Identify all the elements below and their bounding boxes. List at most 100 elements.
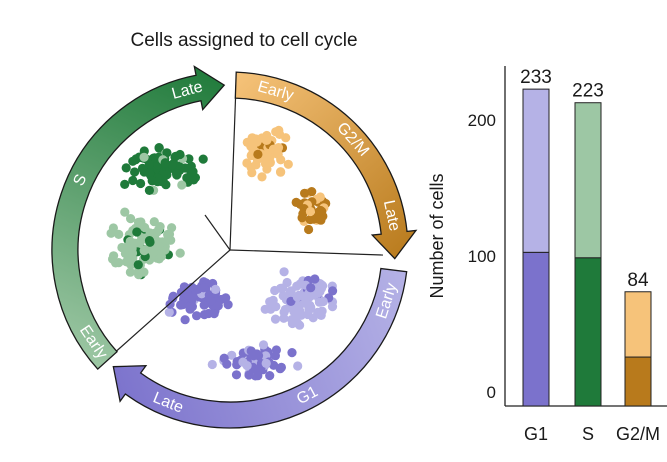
g1-dark-cell-point <box>176 300 186 310</box>
s-light-cell-point <box>133 260 143 270</box>
s-dark-cell-point <box>167 160 177 170</box>
g1-mixed-cell-point <box>242 361 252 371</box>
g1-mixed-cell-point <box>293 361 303 371</box>
y-axis-label: Number of cells <box>427 173 447 298</box>
s-light-cell-point <box>126 214 136 224</box>
s-dark-cell-point <box>188 167 198 177</box>
s-dark-cell-point <box>128 175 138 186</box>
phase-divider-line <box>229 84 237 251</box>
cell-points <box>106 125 338 381</box>
g1-mixed-cell-point <box>276 362 286 372</box>
g2m-light-cell-point <box>253 149 263 159</box>
g2m-light-cell-point <box>247 133 257 143</box>
g2m-light-cell-point <box>268 144 278 154</box>
s-light-cell-point <box>114 229 124 239</box>
g1-mixed-cell-point <box>287 348 297 358</box>
g2m-light-cell-point <box>276 167 286 177</box>
g1-light-cell-point <box>316 310 326 320</box>
g1-mixed-cell-point <box>244 370 254 380</box>
s-light-cell-point <box>153 240 163 250</box>
g1-mixed-cell-point <box>222 359 232 369</box>
g1-mixed-cell-point <box>258 340 269 350</box>
g1-mixed-cell-point <box>270 351 280 361</box>
g1-light-cell-point <box>279 313 289 323</box>
s-dark-cell-point <box>160 158 170 168</box>
s-light-cell-point <box>108 254 118 264</box>
s-light-cell-point <box>120 207 130 217</box>
g1-light-cell-point <box>314 297 324 307</box>
g1-light-cell-point <box>270 285 280 296</box>
s-light-cell-point <box>139 246 149 256</box>
phase-divider-line <box>111 249 231 356</box>
bar-value-label: 223 <box>572 81 604 102</box>
g1-dark-cell-point <box>180 315 190 325</box>
s-dark-cell-point <box>120 179 130 189</box>
g1-dark-cell-point <box>199 300 209 310</box>
x-tick-label: S <box>582 424 594 444</box>
g1-mixed-cell-point <box>231 370 242 380</box>
g1-dark-cell-point <box>186 293 196 303</box>
s-dark-cell-point <box>144 159 154 169</box>
g1-light-cell-point <box>308 313 318 323</box>
phase-dividers <box>111 84 384 356</box>
g1-light-cell-point <box>310 289 320 300</box>
phase-divider-line <box>229 249 384 256</box>
s-dark-cell-point <box>171 168 182 179</box>
g2m-dark-cell-point <box>315 192 325 202</box>
x-tick-label: G1 <box>524 424 548 444</box>
s-dark-cell-point <box>137 163 148 173</box>
g2m-phase-arc-arrow <box>234 71 418 260</box>
g2m-dark-cell-point <box>304 224 314 235</box>
s-dark-cell-point <box>130 167 140 177</box>
s-light-cell-point <box>162 235 172 245</box>
g1-light-cell-point <box>294 290 304 300</box>
s-dark-cell-point <box>139 152 149 162</box>
s-light-cell-point <box>127 244 137 254</box>
g2m-dark-cell-point <box>316 205 326 216</box>
bar-value-label: 84 <box>627 270 649 291</box>
s-light-cell-point <box>135 237 145 247</box>
g2m-dark-cell-point <box>305 206 315 217</box>
x-tick-label: G2/M <box>616 424 660 444</box>
g1-light-cell-point <box>278 283 288 293</box>
g1-light-cell-point <box>310 274 320 284</box>
s-light-cell-point <box>144 236 155 246</box>
s-dark-cell-point <box>121 163 131 173</box>
g2m-light-cell-point <box>274 125 284 135</box>
g1-light-cell-point <box>295 306 305 316</box>
g2m-dark-cell-point <box>300 188 310 198</box>
s-light-cell-point <box>133 217 144 227</box>
g1-light-cell-point <box>268 295 278 305</box>
s-dark-cell-point <box>184 154 194 164</box>
g1-dark-cell-point <box>223 300 233 310</box>
g2m-dark-cell-point <box>297 213 307 223</box>
g1-dark-cell-point <box>198 283 209 293</box>
bar-g2m-lower <box>624 356 652 407</box>
g1-mixed-cell-point <box>265 371 275 381</box>
s-dark-cell-point <box>177 180 187 190</box>
s-dark-cell-point <box>189 175 199 185</box>
s-dark-cell-point <box>198 154 208 164</box>
g1-mixed-cell-point <box>246 346 256 356</box>
bar-value-label: 233 <box>520 67 552 88</box>
bar-s-upper <box>574 102 602 259</box>
s-light-cell-point <box>121 257 131 267</box>
s-light-cell-point <box>132 227 142 237</box>
g1-light-cell-point <box>327 302 338 312</box>
s-dark-cell-point <box>171 151 181 161</box>
g1-light-cell-point <box>328 286 338 296</box>
scatter-title: Cells assigned to cell cycle <box>130 30 358 51</box>
g1-dark-cell-point <box>192 311 202 321</box>
phase-divider-line <box>204 214 231 251</box>
y-tick-label: 200 <box>468 111 496 130</box>
s-dark-cell-point <box>147 176 157 186</box>
g2m-light-cell-point <box>260 159 271 169</box>
bar-g1-upper <box>522 88 550 253</box>
g1-mixed-cell-point <box>207 359 217 370</box>
bar-marks: 233 G1 223 S 84 G2/M <box>520 67 660 444</box>
g1-phase-arc-arrow <box>112 267 408 429</box>
s-dark-cell-point <box>144 185 154 195</box>
s-dark-cell-point <box>128 156 138 166</box>
